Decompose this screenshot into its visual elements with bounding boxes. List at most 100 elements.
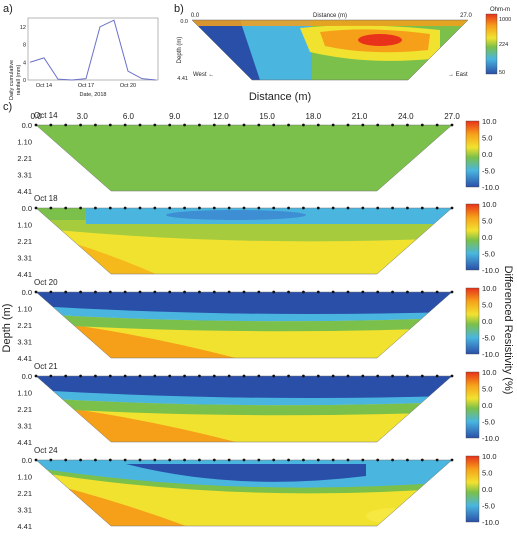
electrode-marker — [212, 458, 216, 462]
electrode-marker — [242, 458, 246, 462]
electrode-marker — [49, 458, 53, 462]
electrode-marker — [108, 206, 112, 210]
electrode-marker — [287, 458, 290, 462]
panel-c-xtick: 24.0 — [398, 112, 414, 121]
panel-c-ytick: 1.10 — [17, 138, 32, 147]
panel-b-label: b) — [174, 3, 184, 15]
panel-a-ytick: 4 — [23, 60, 26, 66]
panel-c-ytick: 2.21 — [17, 237, 32, 246]
electrode-marker — [34, 458, 38, 462]
panel-b-west-label: West ← — [193, 72, 214, 78]
panel-c-colorbar-tick: 0.0 — [482, 401, 492, 410]
panel-c-section-3: Oct 200.01.102.213.314.4110.05.00.0-5.0-… — [17, 278, 499, 363]
panel-b-xtick-start: 0.0 — [191, 13, 200, 19]
panel-c-ytick: 4.41 — [17, 187, 32, 196]
electrode-marker — [287, 290, 290, 294]
electrode-marker — [183, 290, 186, 294]
electrode-marker — [346, 123, 350, 127]
panel-c-colorbar-tick: -10.0 — [482, 434, 499, 443]
panel-c-ytick: 4.41 — [17, 270, 32, 279]
panel-c-ytick: 3.31 — [17, 338, 32, 347]
electrode-marker — [272, 123, 276, 127]
electrode-marker — [123, 374, 127, 378]
panel-c-colorbar-tick: 0.0 — [482, 317, 492, 326]
panel-c-ytick: 1.10 — [17, 473, 32, 482]
panel-a-xtick: Oct 20 — [120, 83, 136, 89]
electrode-marker — [123, 290, 127, 294]
panel-c-colorbar-tick: -10.0 — [482, 350, 499, 359]
electrode-marker — [391, 374, 394, 378]
panel-c-colorbar-tick: -10.0 — [482, 266, 499, 275]
panel-c-colorbar — [465, 120, 480, 188]
electrode-marker — [272, 206, 276, 210]
panel-c-xtick: 18.0 — [306, 112, 322, 121]
panel-b-bottom-label: Distance (m) — [249, 91, 311, 103]
electrode-marker — [79, 374, 82, 378]
panel-c-colorbar-tick: -5.0 — [482, 502, 495, 511]
panel-c-colorbar-tick: -5.0 — [482, 334, 495, 343]
electrode-marker — [227, 123, 231, 127]
electrode-marker — [376, 374, 380, 378]
electrode-marker — [450, 123, 454, 127]
electrode-marker — [257, 290, 261, 294]
panel-b-xtick-end: 27.0 — [460, 13, 472, 19]
electrode-marker — [420, 206, 424, 210]
panel-c-xtick: 12.0 — [213, 112, 229, 121]
electrode-marker — [391, 123, 394, 127]
electrode-marker — [435, 206, 439, 210]
electrode-marker — [153, 458, 157, 462]
panel-b-colorbar — [485, 13, 498, 75]
electrode-marker — [316, 374, 320, 378]
electrode-marker — [94, 206, 97, 210]
panel-c-ytick: 2.21 — [17, 405, 32, 414]
electrode-marker — [331, 374, 335, 378]
electrode-marker — [346, 206, 350, 210]
panel-c-ytick: 2.21 — [17, 489, 32, 498]
electrode-marker — [242, 374, 246, 378]
panel-c-zone — [36, 314, 452, 332]
electrode-marker — [94, 374, 97, 378]
electrode-marker — [79, 290, 82, 294]
panel-c-ytick: 1.10 — [17, 305, 32, 314]
panel-c-zone — [36, 292, 452, 314]
electrode-marker — [212, 123, 216, 127]
panel-c-colorbar-tick: 5.0 — [482, 469, 492, 478]
panel-c-colorbar-tick: -5.0 — [482, 167, 495, 176]
electrode-marker — [376, 290, 380, 294]
electrode-marker — [361, 458, 365, 462]
panel-b-ytick-top: 0.0 — [180, 19, 188, 25]
panel-c-ytick: 4.41 — [17, 522, 32, 531]
electrode-marker — [183, 206, 186, 210]
panel-c-section-1: Oct 140.01.102.213.314.4110.05.00.0-5.0-… — [17, 111, 499, 196]
electrode-marker — [108, 374, 112, 378]
panel-c-colorbar-tick: -5.0 — [482, 250, 495, 259]
electrode-marker — [198, 374, 201, 378]
panel-c-colorbar-tick: -10.0 — [482, 183, 499, 192]
electrode-marker — [302, 206, 305, 210]
electrode-marker — [94, 290, 97, 294]
electrode-marker — [376, 123, 380, 127]
electrode-marker — [183, 123, 186, 127]
panel-c-ytick: 4.41 — [17, 354, 32, 363]
electrode-marker — [420, 290, 424, 294]
panel-b-colorbar-unit: Ohm-m — [490, 7, 510, 13]
electrode-marker — [435, 123, 439, 127]
panel-c-colorbar-tick: 10.0 — [482, 368, 497, 377]
electrode-marker — [227, 374, 231, 378]
panel-b-surface-layer — [192, 20, 468, 26]
panel-c-colorbar — [465, 371, 480, 439]
electrode-marker — [257, 458, 261, 462]
electrode-marker — [316, 290, 320, 294]
electrode-marker — [108, 290, 112, 294]
electrode-marker — [123, 458, 127, 462]
panel-c-xtick: 3.0 — [77, 112, 89, 121]
panel-c-colorbar-tick: 10.0 — [482, 117, 497, 126]
electrode-marker — [450, 206, 454, 210]
electrode-marker — [212, 206, 216, 210]
electrode-marker — [227, 458, 231, 462]
panel-c-colorbar — [465, 455, 480, 523]
electrode-marker — [34, 206, 38, 210]
panel-c-section-date: Oct 14 — [34, 111, 58, 120]
electrode-marker — [450, 374, 454, 378]
panel-c-colorbar-tick: 5.0 — [482, 217, 492, 226]
